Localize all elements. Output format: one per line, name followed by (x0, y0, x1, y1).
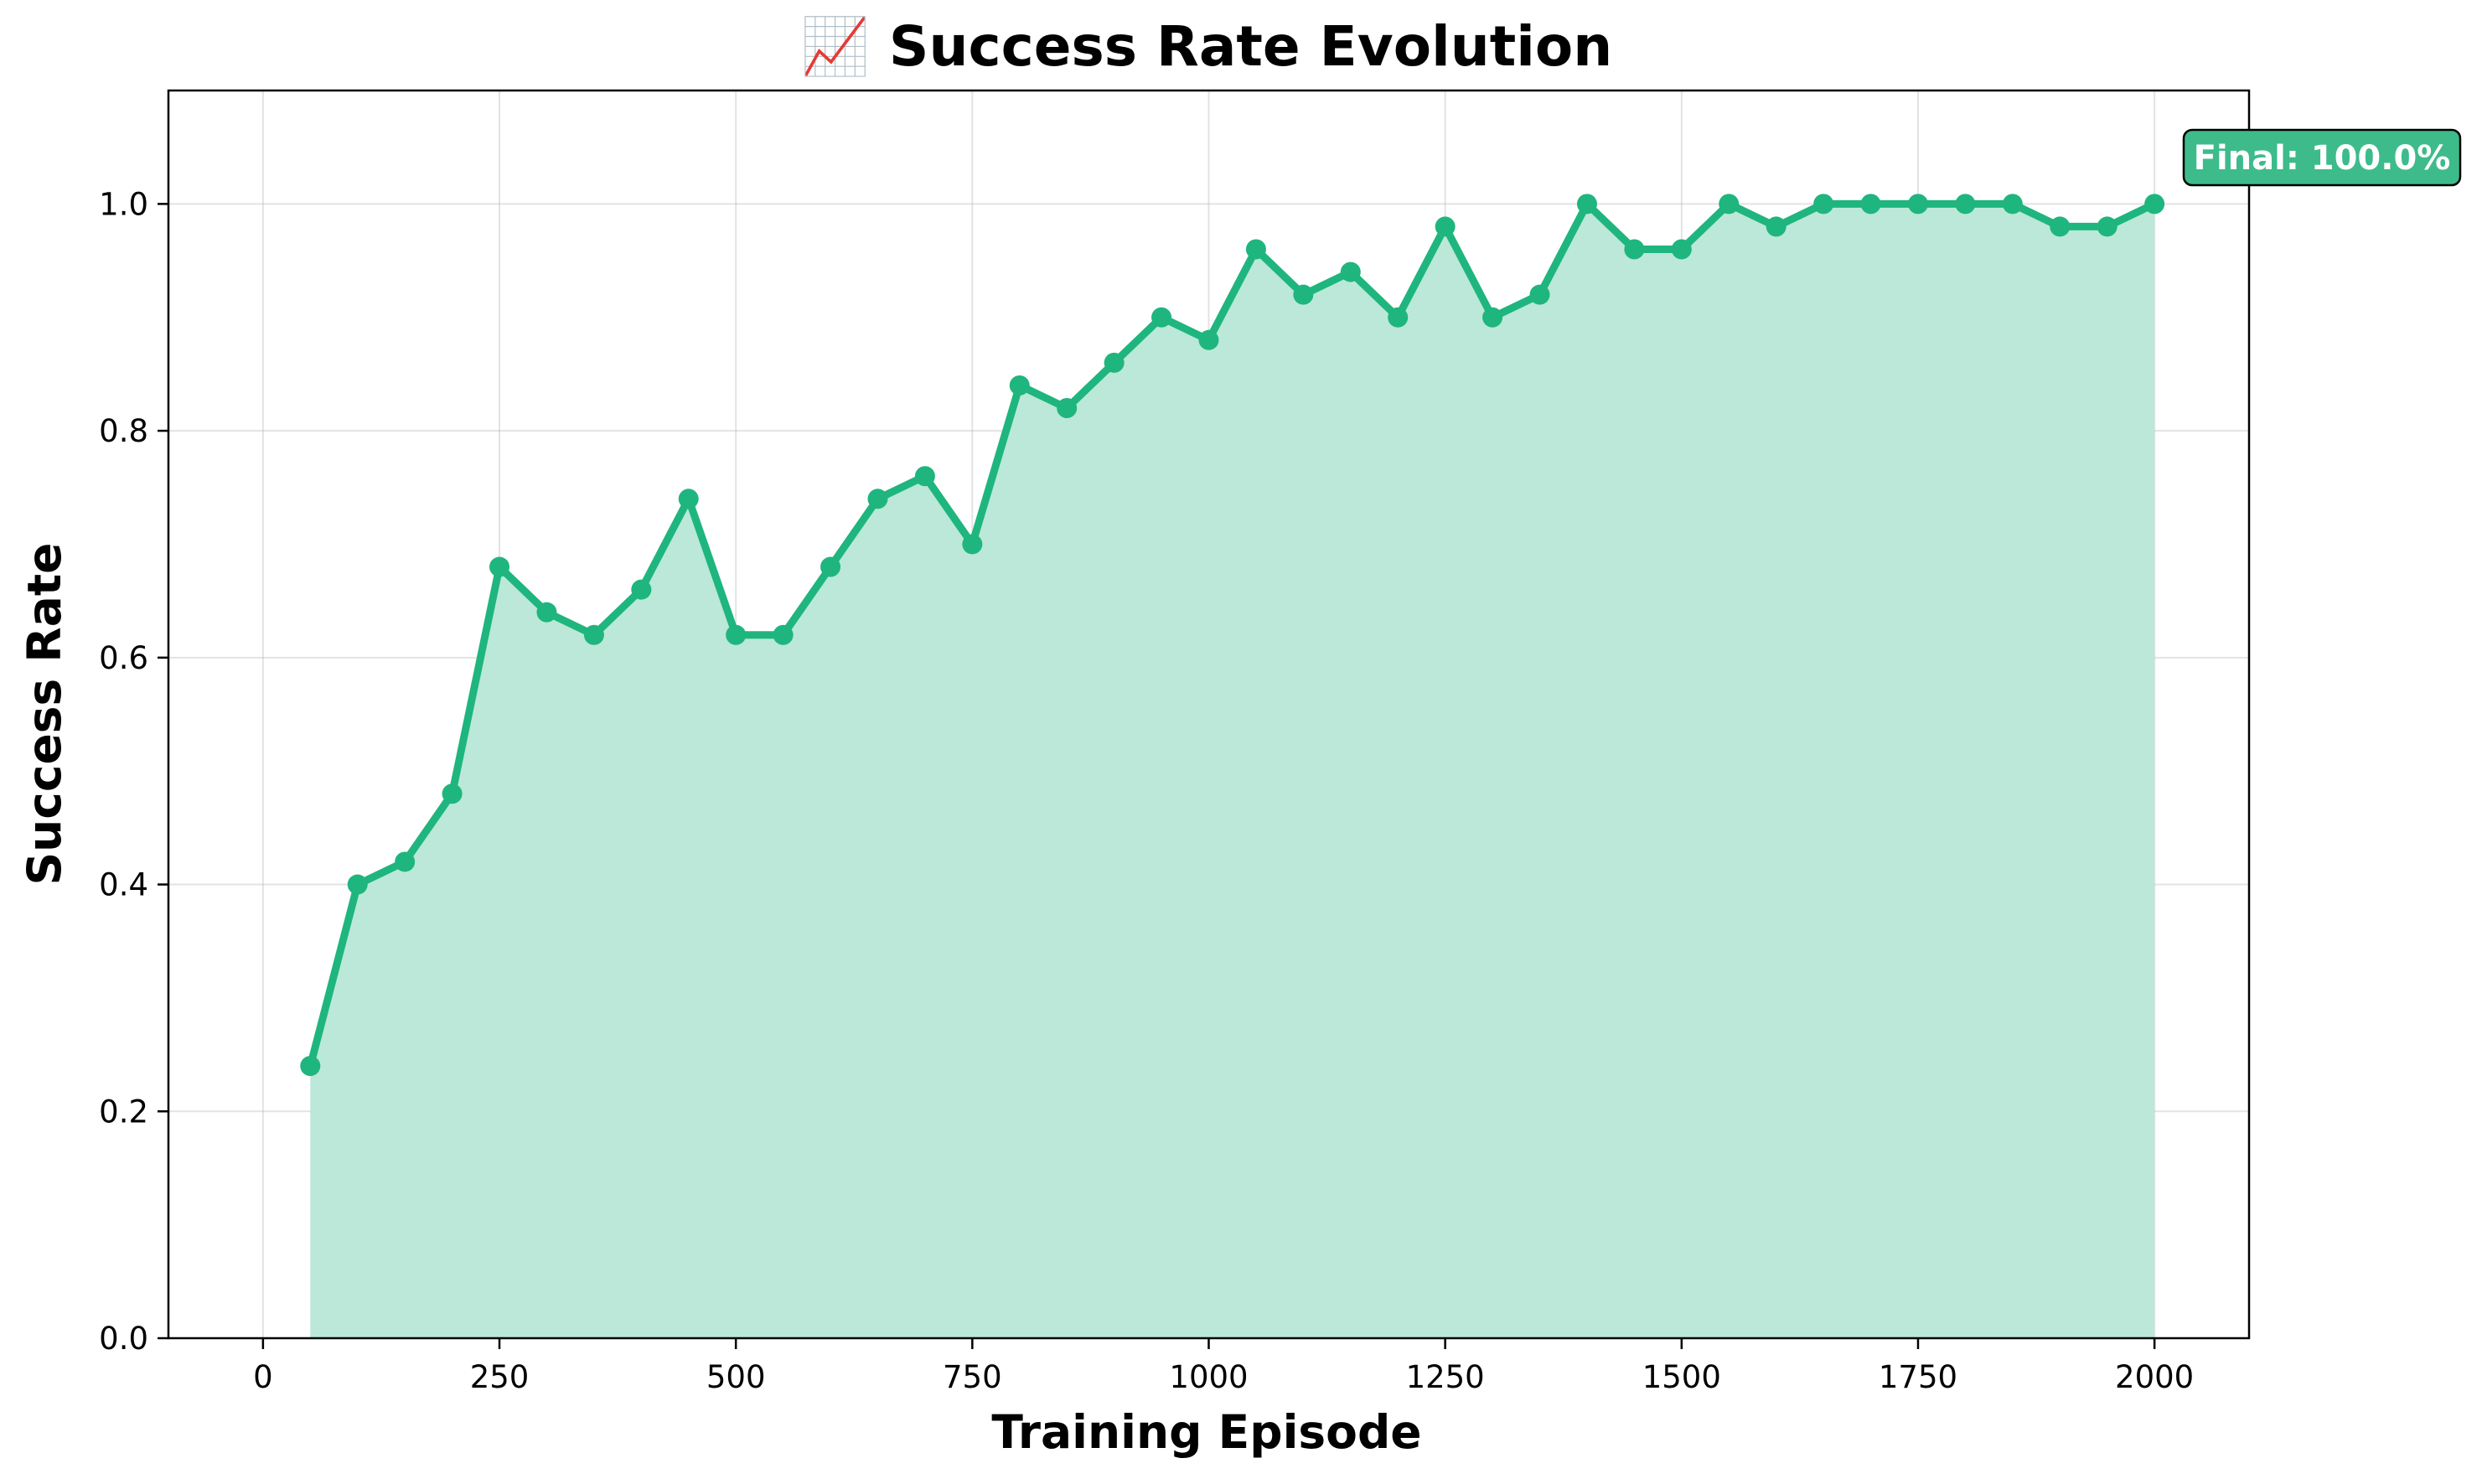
data-point (1057, 398, 1078, 419)
line-layer (306, 199, 2159, 1070)
data-point (914, 466, 935, 487)
data-point (2097, 216, 2117, 237)
data-point (726, 624, 747, 645)
data-point (631, 579, 652, 600)
data-point (1009, 375, 1030, 396)
data-point (489, 556, 510, 577)
data-point (1388, 307, 1409, 328)
data-point (678, 489, 699, 509)
point-layer (300, 194, 2165, 1077)
final-annotation-box (2182, 128, 2462, 187)
data-point (1293, 284, 1314, 305)
tick-layer: 0 250 500 750 1000 1250 1500 1750 2000 0.0 0.2 0.4 0… (99, 186, 2194, 1395)
data-point (442, 783, 463, 804)
data-point (536, 602, 557, 623)
data-point (2144, 194, 2165, 215)
final-annotation: Final: 100.0% (2182, 128, 2462, 187)
data-point (1671, 239, 1692, 260)
x-tick-label: 250 (470, 1359, 530, 1395)
y-tick-label: 0.4 (99, 867, 148, 903)
data-point (1907, 194, 1928, 215)
y-tick-label: 0.8 (99, 413, 148, 449)
x-tick-label: 2000 (2115, 1359, 2194, 1395)
plot-frame (167, 89, 2251, 1340)
data-point (1860, 194, 1881, 215)
data-point (1955, 194, 1976, 215)
chart-title: 📈 Success Rate Evolution (801, 14, 1612, 79)
x-tick-label: 0 (253, 1359, 273, 1395)
x-tick-label: 1500 (1642, 1359, 1721, 1395)
final-annotation-text: Final: 100.0% (2194, 139, 2451, 178)
y-tick-label: 1.0 (99, 186, 148, 222)
area-layer (310, 204, 2155, 1338)
x-tick-label: 500 (706, 1359, 766, 1395)
data-point (1151, 307, 1172, 328)
x-tick-label: 1250 (1406, 1359, 1485, 1395)
data-point (1719, 194, 1740, 215)
data-point (820, 556, 841, 577)
y-axis-label: Success Rate (18, 543, 71, 886)
data-point (962, 534, 983, 555)
data-point (1245, 239, 1266, 260)
data-point (867, 489, 888, 509)
x-axis-label: Training Episode (991, 1405, 1421, 1459)
data-point (1766, 216, 1787, 237)
series-area-fill (310, 204, 2155, 1338)
data-point (347, 874, 368, 895)
data-point (1435, 216, 1456, 237)
data-point (1813, 194, 1834, 215)
data-point (1576, 194, 1597, 215)
data-point (1624, 239, 1645, 260)
series-line (306, 199, 2159, 1070)
data-point (1482, 307, 1503, 328)
data-point (2050, 216, 2071, 237)
data-point (1104, 352, 1125, 373)
data-point (1198, 329, 1219, 350)
data-point (395, 851, 416, 872)
data-point (583, 624, 604, 645)
x-tick-label: 1000 (1169, 1359, 1248, 1395)
y-tick-label: 0.0 (99, 1321, 148, 1357)
y-tick-label: 0.2 (99, 1094, 148, 1130)
y-tick-label: 0.6 (99, 640, 148, 676)
data-point (2002, 194, 2023, 215)
data-point (1529, 284, 1550, 305)
data-point (1340, 261, 1361, 282)
x-tick-label: 1750 (1879, 1359, 1957, 1395)
data-point (773, 624, 794, 645)
data-point (300, 1056, 321, 1077)
x-tick-label: 750 (943, 1359, 1002, 1395)
